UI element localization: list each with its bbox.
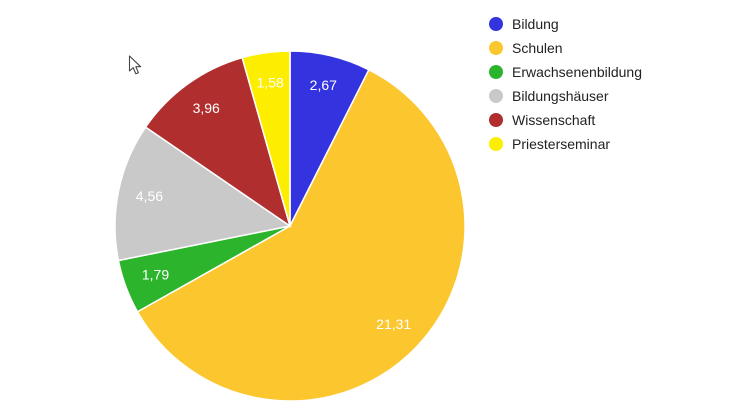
legend-item-5[interactable]: Priesterseminar [489, 132, 642, 156]
pie-slice-label-1: 21,31 [376, 316, 411, 332]
legend-color-dot-icon [489, 17, 503, 31]
chart-legend: Bildung Schulen Erwachsenenbildung Bildungs… [489, 12, 642, 156]
legend-color-dot-icon [489, 89, 503, 103]
legend-item-1[interactable]: Schulen [489, 36, 642, 60]
pie-slice-label-5: 1,58 [257, 75, 284, 91]
legend-item-label: Bildung [512, 16, 559, 32]
legend-color-dot-icon [489, 41, 503, 55]
legend-item-label: Priesterseminar [512, 136, 611, 152]
legend-item-4[interactable]: Wissenschaft [489, 108, 642, 132]
legend-color-dot-icon [489, 137, 503, 151]
legend-item-2[interactable]: Erwachsenenbildung [489, 60, 642, 84]
legend-item-3[interactable]: Bildungshäuser [489, 84, 642, 108]
legend-color-dot-icon [489, 113, 503, 127]
pie-slice-5[interactable] [241, 50, 291, 227]
legend-item-label: Bildungshäuser [512, 88, 609, 104]
legend-item-0[interactable]: Bildung [489, 12, 642, 36]
legend-item-label: Erwachsenenbildung [512, 64, 642, 80]
pie-slice-1[interactable] [136, 68, 466, 402]
pie-slice-label-0: 2,67 [310, 77, 337, 93]
pie-slice-label-2: 1,79 [142, 267, 169, 283]
legend-item-label: Schulen [512, 40, 563, 56]
legend-item-label: Wissenschaft [512, 112, 596, 128]
pie-slice-label-3: 4,56 [136, 188, 163, 204]
legend-color-dot-icon [489, 65, 503, 79]
pie-slice-label-4: 3,96 [193, 100, 220, 116]
pie-slice-3[interactable] [114, 126, 292, 262]
